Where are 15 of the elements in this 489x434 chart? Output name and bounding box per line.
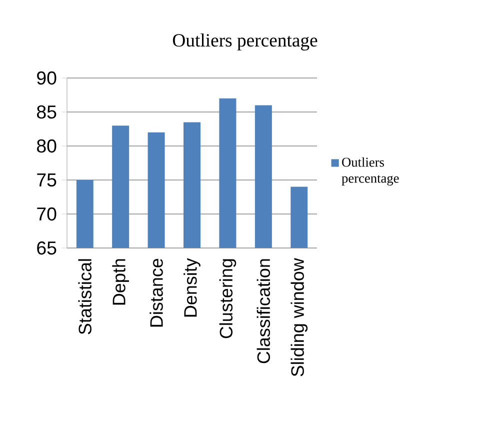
- x-tick-label: Distance: [150, 258, 163, 327]
- x-tick-label: Clustering: [219, 259, 236, 338]
- y-tick-label: 80: [37, 139, 56, 153]
- x-tick-label: Depth: [112, 259, 129, 305]
- y-tick-label: 85: [37, 105, 56, 119]
- x-tick-label: Classification: [256, 259, 270, 364]
- legend-label: Outliers percentage: [342, 157, 399, 186]
- y-tick-label: 75: [37, 173, 56, 187]
- y-tick-label: 65: [37, 241, 56, 255]
- x-tick-label: Statistical: [78, 259, 92, 334]
- x-tick-label: Density: [184, 258, 200, 317]
- x-tick-label: Sliding window: [290, 258, 308, 376]
- y-tick-label: 90: [37, 71, 56, 85]
- chart-title: Outliers percentage: [172, 33, 318, 50]
- y-tick-label: 70: [37, 207, 56, 221]
